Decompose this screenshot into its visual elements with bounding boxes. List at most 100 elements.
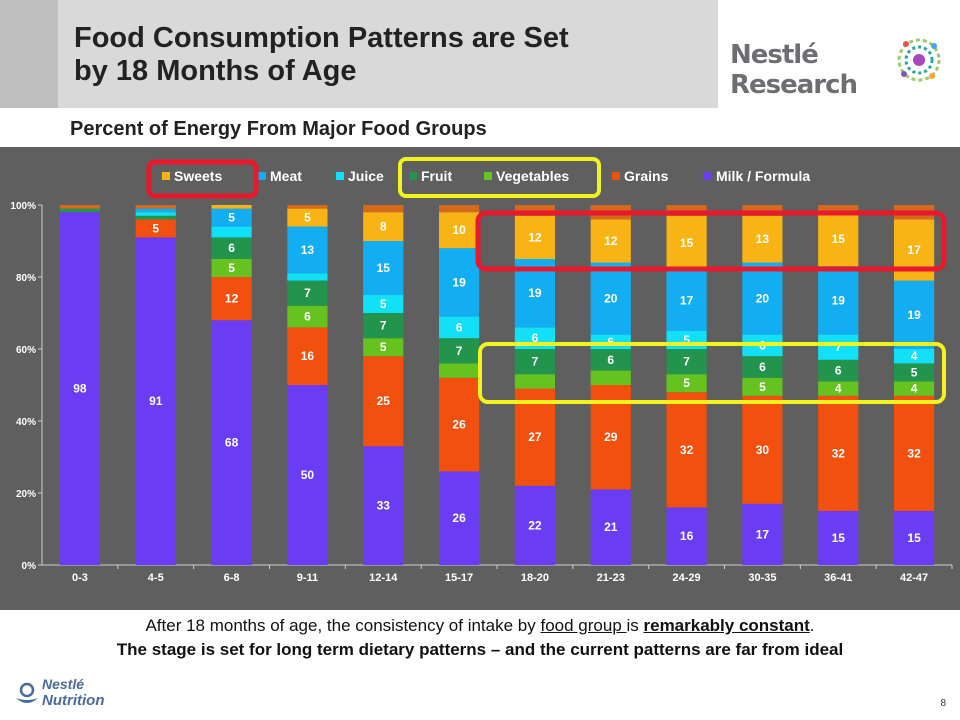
bar-segment [893,395,935,511]
bar-segment [211,277,252,321]
bar-segment [59,212,101,565]
data-label: 27 [528,430,542,444]
data-label: 29 [604,430,618,444]
bar-segment [666,349,707,375]
bar-segment [363,338,404,357]
data-label: 5 [152,221,159,235]
bar-segment [363,356,404,447]
bar-segment [818,511,859,565]
brand-text: Nestlé Research [730,40,858,100]
bar-segment [438,248,480,317]
data-label: 19 [528,286,542,300]
data-label: 7 [304,286,311,300]
data-label: 6 [835,364,842,378]
data-label: 15 [832,232,846,246]
data-label: 5 [304,211,311,225]
bar-segment [742,356,783,378]
data-label: 15 [832,531,846,545]
bar-remainder [438,205,480,213]
title-stripe [0,0,58,108]
data-label: 30 [756,443,770,457]
data-label: 6 [607,335,614,349]
bar-segment [893,511,935,565]
legend-label: Milk / Formula [716,168,810,184]
title-bar: Food Consumption Patterns are Set by 18 … [0,0,718,108]
data-label: 5 [683,333,690,347]
x-tick-label: 18-20 [521,572,549,584]
data-label: 5 [683,376,690,390]
data-label: 26 [452,511,466,525]
bar-segment [514,349,556,375]
data-label: 4 [835,382,842,396]
footer-logo-line2: Nutrition [42,692,105,709]
bar-segment [742,395,783,504]
bar-segment [742,377,783,396]
bar-segment [818,212,859,267]
bar-segment [211,205,252,209]
x-tick-label: 21-23 [597,572,625,584]
bar-segment [211,208,252,227]
data-label: 7 [532,355,539,369]
bar-segment [666,374,707,393]
highlight-sweets-legend [146,159,259,199]
bar-remainder [287,205,328,209]
bar-segment [590,370,631,385]
title-line-1: Food Consumption Patterns are Set [74,22,569,54]
legend-swatch [336,172,344,180]
bar-segment [287,305,328,328]
bar-segment [135,237,176,565]
y-tick-label: 20% [16,489,36,500]
footer-note-1: After 18 months of age, the consistency … [145,616,815,635]
bar-remainder [742,205,783,216]
bar-segment [211,237,252,259]
x-tick-label: 9-11 [297,572,318,584]
footer-logo-line1: Nestlé [42,676,85,692]
bar-segment [590,489,631,565]
data-label: 13 [756,232,770,246]
bar-segment [514,215,556,259]
nestle-nutrition-logo: Nestlé Nutrition [12,674,112,714]
bar-segment [666,215,707,270]
data-label: 19 [452,275,466,289]
bar-segment [363,212,404,241]
x-tick-label: 36-41 [824,572,852,584]
bar-segment [211,259,252,277]
legend-label: Vegetables [496,168,569,184]
bar-segment [438,377,480,472]
bar-segment [211,226,252,238]
data-label: 91 [149,394,163,408]
data-label: 26 [452,418,466,432]
bar-remainder [666,205,707,216]
legend-swatch [612,172,620,180]
bar-segment [363,446,404,565]
bar-segment [590,262,631,335]
data-label: 5 [380,297,387,311]
data-label: 10 [452,223,466,237]
bar-segment [893,349,935,364]
legend-label: Meat [270,168,302,184]
bar-segment [135,208,176,213]
data-label: 5 [228,211,235,225]
bar-segment [818,334,859,360]
bar-remainder [514,205,556,216]
data-label: 20 [604,292,618,306]
data-label: 12 [604,234,618,248]
data-label: 5 [759,380,766,394]
underlined-food-group: food group [540,616,627,635]
bar-segment [438,316,480,339]
data-label: 17 [907,243,921,257]
bar-remainder [363,205,404,213]
data-label: 21 [604,520,618,534]
data-label: 7 [380,319,387,333]
chart-legend: Sweets Meat Juice Fruit Vegetables Grains Milk… [162,168,810,184]
data-label: 25 [377,394,391,408]
data-label: 6 [532,331,539,345]
highlight-sweets-region [475,210,947,272]
data-label: 7 [683,355,690,369]
data-label: 7 [835,340,842,354]
bar-segment [666,269,707,331]
bar-segment [363,295,404,313]
bar-segment [287,273,328,281]
bar-segment [438,471,480,565]
bar-segment [818,381,859,396]
